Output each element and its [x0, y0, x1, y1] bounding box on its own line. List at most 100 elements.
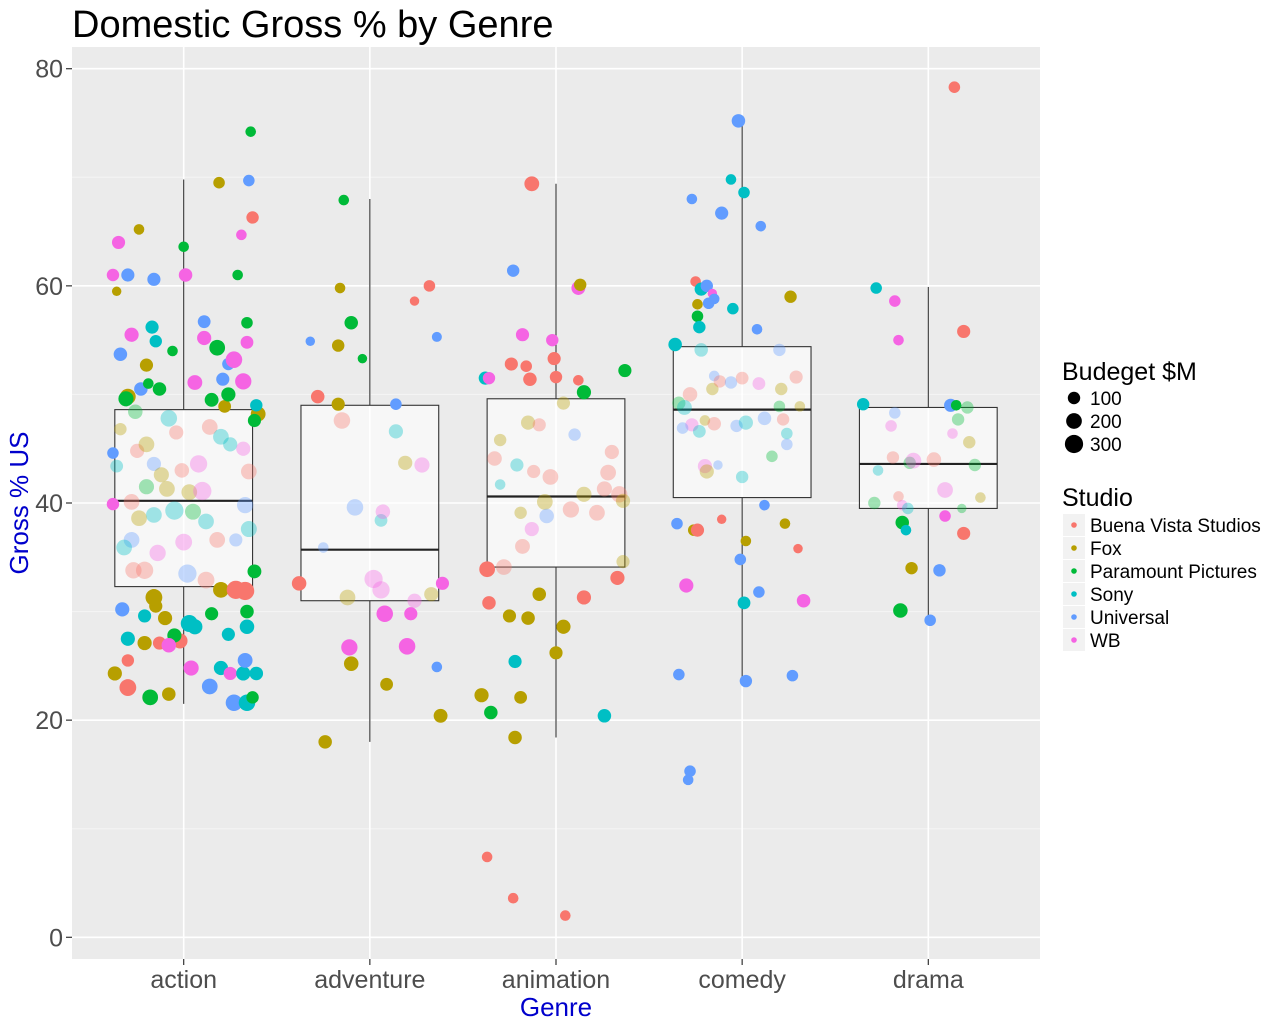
data-point — [178, 564, 197, 583]
data-point — [376, 605, 394, 623]
data-point — [776, 413, 790, 426]
data-point — [479, 561, 495, 578]
data-point — [546, 333, 559, 347]
x-tick-label: drama — [893, 966, 964, 994]
data-point — [618, 363, 632, 378]
data-point — [240, 604, 254, 619]
data-point — [933, 564, 946, 577]
data-point — [482, 371, 496, 385]
data-point — [549, 370, 563, 384]
data-point — [138, 609, 152, 623]
data-point — [886, 451, 900, 464]
data-point — [106, 497, 120, 511]
data-point — [926, 452, 942, 467]
data-point — [885, 420, 897, 432]
data-point — [692, 299, 703, 310]
data-point — [183, 660, 199, 676]
data-point — [243, 174, 255, 187]
data-point — [235, 373, 252, 390]
data-point — [249, 666, 264, 681]
data-point — [856, 398, 870, 411]
data-point — [236, 229, 247, 241]
data-point — [346, 499, 364, 516]
legend-studio-dot — [1071, 637, 1077, 643]
data-point — [727, 302, 739, 315]
data-point — [201, 419, 218, 435]
data-point — [152, 382, 167, 396]
data-point — [568, 428, 581, 441]
data-point — [180, 614, 198, 633]
data-point — [338, 194, 350, 206]
data-point — [781, 427, 793, 440]
data-point — [111, 286, 122, 297]
data-point — [735, 470, 749, 484]
data-point — [781, 438, 793, 451]
data-point — [589, 504, 605, 521]
data-point — [213, 582, 229, 598]
data-point — [305, 336, 316, 346]
data-point — [435, 576, 450, 590]
data-point — [716, 514, 727, 525]
data-point — [903, 456, 916, 470]
data-point — [556, 396, 571, 410]
data-point — [896, 499, 908, 511]
data-point — [686, 193, 698, 205]
legend-size-label: 300 — [1090, 435, 1122, 456]
x-tick-label: animation — [502, 966, 610, 994]
data-point — [232, 269, 243, 281]
data-point — [128, 404, 143, 420]
data-point — [143, 378, 154, 389]
data-point — [510, 458, 524, 472]
data-point — [556, 619, 571, 634]
data-point — [237, 653, 253, 668]
data-point — [611, 486, 628, 503]
data-point — [138, 436, 155, 453]
data-point — [527, 464, 541, 479]
data-point — [677, 400, 692, 415]
data-point — [223, 666, 237, 681]
data-point — [524, 176, 540, 192]
data-point — [784, 290, 797, 303]
data-point — [398, 455, 413, 470]
data-point — [123, 532, 140, 548]
data-point — [514, 690, 528, 704]
data-point — [407, 593, 422, 608]
data-point — [730, 419, 743, 433]
data-point — [146, 456, 162, 472]
y-axis-ticks: 0 20 40 60 80 — [35, 56, 72, 952]
data-point — [247, 564, 262, 579]
data-point — [775, 382, 788, 396]
data-point — [240, 335, 254, 349]
data-point — [130, 443, 145, 458]
data-point — [197, 315, 211, 329]
data-point — [734, 553, 747, 566]
legend-studio-label: Universal — [1090, 608, 1169, 629]
data-point — [950, 399, 962, 411]
data-point — [318, 735, 332, 749]
data-point — [175, 533, 193, 551]
data-point — [759, 499, 770, 511]
legend-studio-dot — [1071, 568, 1077, 574]
data-point — [596, 481, 612, 497]
data-point — [694, 343, 708, 357]
data-point — [131, 510, 147, 527]
data-point — [905, 452, 922, 469]
data-point — [708, 370, 720, 382]
data-point — [739, 674, 753, 688]
data-point — [671, 517, 683, 530]
data-point — [951, 413, 965, 426]
data-point — [107, 666, 122, 681]
data-point — [693, 320, 706, 334]
whiskers — [183, 120, 929, 742]
legend-size-label: 100 — [1090, 389, 1122, 410]
data-point — [221, 387, 236, 402]
data-point — [893, 491, 904, 502]
data-point — [794, 401, 806, 412]
data-point — [225, 694, 243, 712]
y-axis-title: Gross % US — [4, 431, 34, 574]
legend-size-key — [1066, 413, 1082, 429]
data-point — [957, 526, 971, 540]
data-point — [142, 689, 159, 706]
